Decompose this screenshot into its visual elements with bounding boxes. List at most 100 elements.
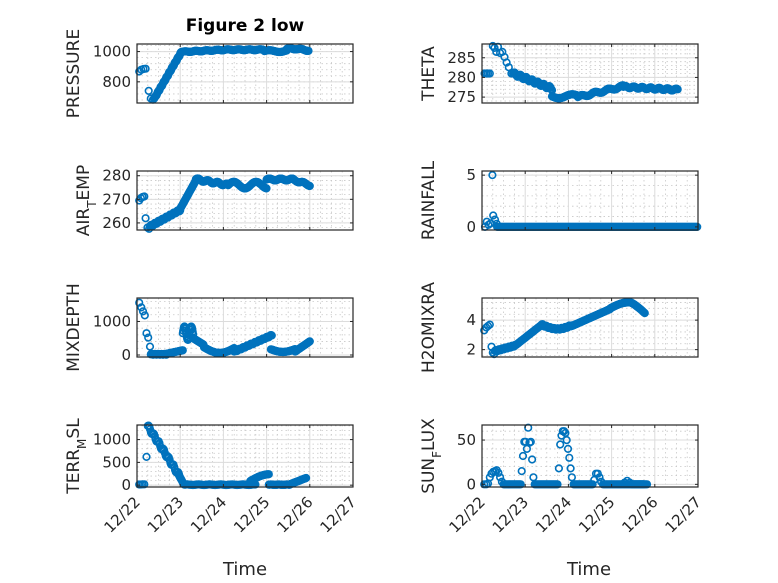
- data-point: [138, 307, 148, 316]
- data-point: [556, 440, 565, 449]
- axes-frame: [136, 170, 354, 231]
- y-tick-label: 5: [466, 166, 476, 184]
- data-point: [304, 46, 313, 55]
- data-point: [496, 473, 505, 482]
- data-point: [485, 320, 494, 329]
- y-tick-label: 0: [121, 476, 131, 494]
- data-point: [141, 214, 150, 223]
- axes-frame: [136, 297, 354, 358]
- data-point: [267, 331, 276, 340]
- data-point: [144, 86, 153, 95]
- data-point: [642, 480, 652, 489]
- data-point: [673, 85, 682, 94]
- x-tick-label: 12/25: [575, 493, 618, 536]
- y-tick-label: 280: [102, 167, 131, 185]
- x-tick-label: 12/26: [618, 493, 661, 536]
- y-tick-label: 1000: [93, 43, 131, 61]
- data-point: [488, 41, 497, 51]
- data-point: [595, 473, 604, 482]
- data-point: [562, 436, 571, 445]
- data-point: [142, 329, 151, 338]
- data-point: [527, 455, 537, 464]
- y-axis-label: MIXDEPTH: [64, 283, 84, 372]
- data-point: [483, 321, 493, 331]
- data-point: [305, 181, 314, 191]
- data-point: [137, 303, 146, 312]
- data-point: [516, 480, 525, 489]
- x-tick-label: 12/27: [317, 493, 360, 536]
- panel-mixdepth: 0 1000 MIXDEPTH: [64, 283, 354, 372]
- x-tick-label: 12/23: [489, 493, 532, 536]
- y-tick-label: 275: [447, 88, 476, 106]
- x-tick-label: 12/24: [187, 493, 230, 536]
- panel-pressure: 800 1000 PRESSURE: [64, 29, 354, 118]
- y-axis-label: SUNFLUX: [419, 418, 444, 494]
- y-tick-label: 280: [447, 68, 476, 86]
- data-point: [142, 452, 151, 462]
- figure-title: Figure 2 low: [186, 16, 305, 36]
- y-tick-label: 2: [466, 341, 476, 359]
- x-axis-label-left: Time: [222, 559, 267, 580]
- x-tick-label: 12/24: [532, 493, 575, 536]
- axes-frame: [481, 43, 699, 104]
- x-tick-label: 12/22: [101, 493, 144, 536]
- data-point: [490, 215, 500, 224]
- y-tick-label: 1000: [93, 312, 131, 330]
- data-point: [178, 346, 187, 355]
- y-tick-label: 500: [102, 453, 131, 471]
- y-tick-label: 4: [466, 311, 476, 329]
- data-point: [494, 468, 503, 477]
- y-axis-label: RAINFALL: [419, 160, 439, 240]
- y-tick-label: 1000: [93, 431, 131, 449]
- data-point: [517, 467, 526, 476]
- data-point: [489, 211, 498, 220]
- x-tick-label: 12/27: [662, 493, 705, 536]
- y-tick-label: 800: [102, 73, 131, 91]
- data-point: [518, 451, 528, 461]
- data-point: [141, 64, 150, 73]
- data-point: [135, 298, 144, 307]
- axes-frame: [136, 424, 354, 488]
- data-point: [144, 333, 153, 342]
- axes-frame: [481, 424, 699, 488]
- x-tick-label: 12/22: [446, 493, 489, 536]
- axes-frame: [481, 170, 699, 231]
- data-point: [145, 342, 155, 351]
- y-tick-label: 260: [102, 214, 131, 232]
- data-point: [488, 171, 497, 180]
- data-point: [140, 311, 149, 320]
- y-tick-label: 50: [457, 431, 476, 449]
- y-axis-label: H2OMIXRA: [419, 282, 439, 373]
- x-tick-label: 12/25: [230, 493, 273, 536]
- y-axis-label: PRESSURE: [64, 29, 84, 118]
- data-point: [262, 184, 271, 193]
- x-axis-label-right: Time: [566, 559, 611, 580]
- axes-frame: [481, 297, 699, 358]
- y-tick-label: 0: [466, 475, 476, 493]
- panel-rainfall: 0 5 RAINFALL: [419, 160, 702, 240]
- data-point: [554, 464, 564, 473]
- data-point: [526, 437, 535, 446]
- data-point: [553, 480, 562, 489]
- y-tick-label: 0: [466, 218, 476, 236]
- x-tick-label: 12/23: [144, 493, 187, 536]
- panel-h2omixra: 2 4 H2OMIXRA: [419, 282, 699, 373]
- y-axis-label: AIRTEMP: [74, 165, 99, 236]
- y-tick-label: 0: [121, 346, 131, 364]
- x-tick-label: 12/26: [273, 493, 316, 536]
- data-point: [302, 473, 311, 483]
- data-point: [140, 480, 149, 489]
- panel-sun_flux: 12/22 12/23 12/24 12/25 12/26 12/27 0 50 SUNFLUX: [419, 418, 705, 537]
- data-point: [140, 192, 149, 201]
- panel-terr_msl: 12/22 12/23 12/24 12/25 12/26 12/27 0 500 1000TE…: [64, 418, 360, 537]
- data-point: [502, 58, 511, 67]
- data-point: [640, 309, 649, 318]
- data-point: [305, 337, 314, 346]
- y-axis-label: THETA: [419, 46, 439, 102]
- data-point: [565, 453, 574, 462]
- data-point: [588, 480, 597, 489]
- axes-frame: [136, 43, 354, 104]
